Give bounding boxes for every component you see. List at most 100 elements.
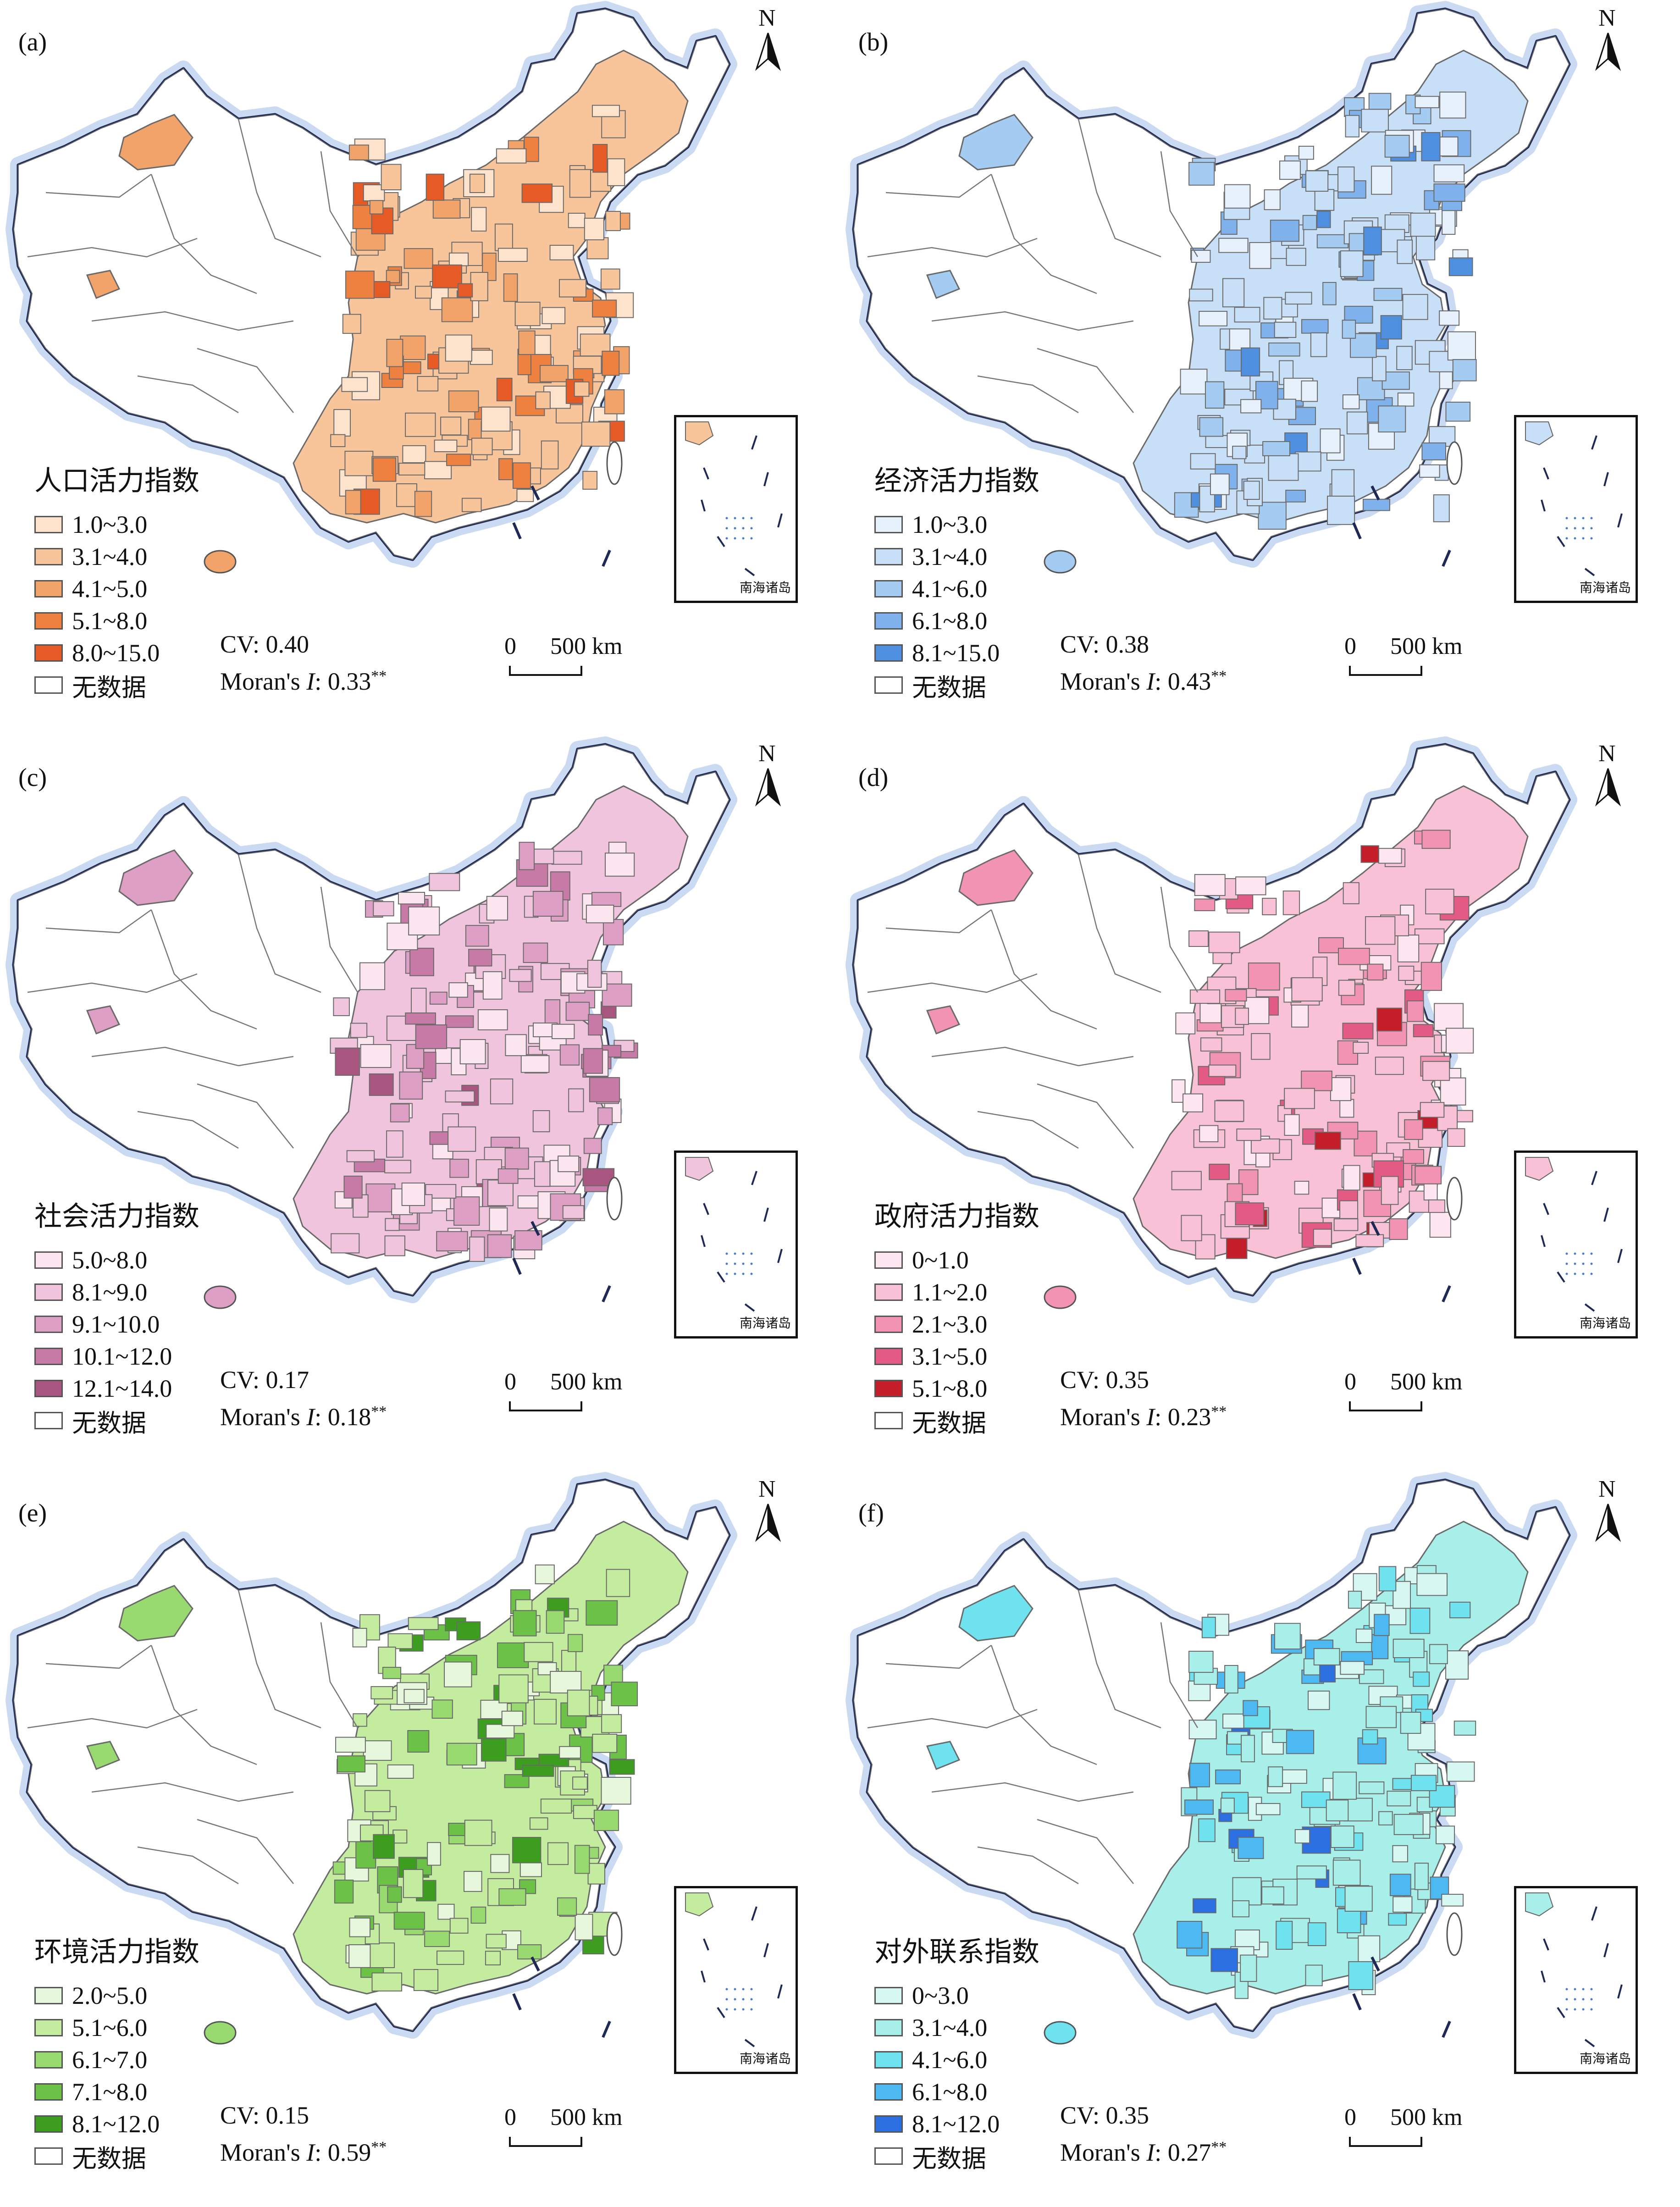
legend-swatch bbox=[874, 612, 903, 630]
statistics: CV: 0.35 Moran's I: 0.27** bbox=[1060, 2099, 1227, 2168]
china-map bbox=[6, 1472, 737, 2045]
statistics: CV: 0.40 Moran's I: 0.33** bbox=[220, 628, 387, 697]
legend-item-nodata: 无数据 bbox=[874, 2140, 1039, 2173]
prefecture-regions bbox=[1171, 830, 1474, 1260]
legend-label: 0~3.0 bbox=[912, 1982, 969, 2009]
morans-i-value: Moran's I: 0.18** bbox=[220, 1403, 387, 1431]
legend: 政府活力指数 0~1.0 1.1~2.0 2.1~3.0 3.1~5.0 5.1~8.0 无… bbox=[874, 1194, 1039, 1438]
legend-label: 9.1~10.0 bbox=[72, 1311, 160, 1338]
legend: 环境活力指数 2.0~5.0 5.1~6.0 6.1~7.0 7.1~8.0 8.1~12… bbox=[34, 1930, 199, 2173]
legend: 社会活力指数 5.0~8.0 8.1~9.0 9.1~10.0 10.1~12.0 12.… bbox=[34, 1194, 199, 1438]
legend-item: 9.1~10.0 bbox=[34, 1308, 199, 1340]
legend-item: 6.1~8.0 bbox=[874, 605, 1039, 637]
legend-item: 2.0~5.0 bbox=[34, 1980, 199, 2012]
prefecture-regions bbox=[332, 1564, 638, 1991]
legend-item: 3.1~4.0 bbox=[874, 2012, 1039, 2044]
legend-swatch bbox=[34, 1987, 63, 2004]
legend-swatch bbox=[874, 644, 903, 662]
western-boundaries bbox=[27, 1590, 359, 1885]
legend-swatch bbox=[34, 1412, 63, 1429]
north-label: N bbox=[758, 5, 776, 31]
inset-label: 南海诸岛 bbox=[1579, 1316, 1631, 1331]
scale-bar: 0 500 km bbox=[1344, 1368, 1462, 1419]
cv-value: CV: 0.17 bbox=[220, 1366, 309, 1394]
legend-label: 2.0~5.0 bbox=[72, 1982, 148, 2009]
legend-label: 无数据 bbox=[912, 1408, 986, 1438]
scale-bar-line bbox=[509, 1401, 582, 1411]
inset-label: 南海诸岛 bbox=[739, 2051, 791, 2066]
legend-label: 0~1.0 bbox=[912, 1246, 969, 1274]
legend-swatch bbox=[34, 2019, 63, 2036]
map-panel-d: (d) N 南海诸岛 政府活力指数 0~1.0 1.1~2.0 2.1~3.0 3.1~5.0… bbox=[840, 736, 1680, 1471]
legend-item: 3.1~4.0 bbox=[34, 541, 199, 573]
legend-item: 5.1~8.0 bbox=[34, 605, 199, 637]
western-boundaries bbox=[27, 854, 359, 1149]
legend-swatch bbox=[34, 2083, 63, 2101]
legend-label: 12.1~14.0 bbox=[72, 1375, 172, 1402]
legend-swatch bbox=[874, 2115, 903, 2133]
legend-swatch bbox=[34, 580, 63, 597]
legend-label: 5.1~8.0 bbox=[912, 1375, 988, 1402]
legend-item: 5.0~8.0 bbox=[34, 1244, 199, 1276]
inset-label: 南海诸岛 bbox=[739, 1316, 791, 1331]
legend-label: 8.1~12.0 bbox=[912, 2110, 1000, 2138]
legend-swatch bbox=[34, 2147, 63, 2165]
western-boundaries bbox=[867, 1590, 1199, 1885]
legend-swatch bbox=[874, 2051, 903, 2069]
legend-label: 1.1~2.0 bbox=[912, 1278, 988, 1306]
china-map bbox=[6, 1, 737, 574]
legend-swatch bbox=[874, 548, 903, 565]
legend-item: 4.1~6.0 bbox=[874, 573, 1039, 605]
legend-item: 0~3.0 bbox=[874, 1980, 1039, 2012]
north-arrow-icon: N bbox=[743, 740, 793, 809]
legend-label: 10.1~12.0 bbox=[72, 1343, 172, 1370]
legend-swatch bbox=[34, 2051, 63, 2069]
china-map bbox=[846, 736, 1577, 1309]
legend-item: 3.1~5.0 bbox=[874, 1340, 1039, 1372]
legend-label: 4.1~6.0 bbox=[912, 575, 988, 603]
scale-bar: 0 500 km bbox=[504, 633, 622, 683]
china-map bbox=[846, 1, 1577, 574]
legend-title: 人口活力指数 bbox=[34, 465, 199, 497]
north-label: N bbox=[1598, 741, 1616, 767]
legend-label: 3.1~4.0 bbox=[912, 543, 988, 570]
legend-swatch bbox=[874, 1316, 903, 1333]
north-arrow-icon: N bbox=[1583, 1476, 1633, 1544]
legend-item-nodata: 无数据 bbox=[34, 669, 199, 702]
statistics: CV: 0.15 Moran's I: 0.59** bbox=[220, 2099, 387, 2168]
legend-item: 8.1~15.0 bbox=[874, 637, 1039, 669]
legend-swatch bbox=[874, 1412, 903, 1429]
panel-label: (c) bbox=[18, 763, 47, 792]
prefecture-regions bbox=[1174, 91, 1477, 530]
south-china-sea-inset: 南海诸岛 bbox=[1514, 1151, 1638, 1339]
legend-swatch bbox=[34, 1283, 63, 1301]
panel-label: (b) bbox=[858, 28, 889, 56]
inset-label: 南海诸岛 bbox=[1579, 580, 1631, 595]
cv-value: CV: 0.15 bbox=[220, 2102, 309, 2129]
china-map bbox=[846, 1472, 1577, 2045]
morans-i-value: Moran's I: 0.33** bbox=[220, 668, 387, 695]
statistics: CV: 0.35 Moran's I: 0.23** bbox=[1060, 1364, 1227, 1433]
prefecture-regions bbox=[330, 105, 634, 517]
legend-swatch bbox=[874, 2147, 903, 2165]
legend-label: 1.0~3.0 bbox=[72, 511, 148, 538]
legend-label: 6.1~8.0 bbox=[912, 2078, 988, 2106]
legend-item: 3.1~4.0 bbox=[874, 541, 1039, 573]
legend-swatch bbox=[874, 2083, 903, 2101]
legend-swatch bbox=[874, 2019, 903, 2036]
legend-label: 3.1~5.0 bbox=[912, 1343, 988, 1370]
legend-item: 5.1~8.0 bbox=[874, 1372, 1039, 1405]
morans-i-value: Moran's I: 0.43** bbox=[1060, 668, 1227, 695]
western-boundaries bbox=[867, 119, 1199, 414]
legend-swatch bbox=[874, 516, 903, 533]
legend-swatch bbox=[34, 1380, 63, 1397]
south-china-sea-inset: 南海诸岛 bbox=[674, 1886, 798, 2074]
legend-item: 5.1~6.0 bbox=[34, 2012, 199, 2044]
legend-label: 8.0~15.0 bbox=[72, 639, 160, 667]
map-panel-e: (e) N 南海诸岛 环境活力指数 2.0~5.0 5.1~6.0 6.1~7.0 7.1~8… bbox=[0, 1471, 840, 2207]
legend-label: 无数据 bbox=[72, 2144, 146, 2173]
legend: 经济活力指数 1.0~3.0 3.1~4.0 4.1~6.0 6.1~8.0 8.1~15… bbox=[874, 459, 1039, 702]
legend-swatch bbox=[34, 612, 63, 630]
legend-label: 1.0~3.0 bbox=[912, 511, 988, 538]
cv-value: CV: 0.35 bbox=[1060, 2102, 1149, 2129]
